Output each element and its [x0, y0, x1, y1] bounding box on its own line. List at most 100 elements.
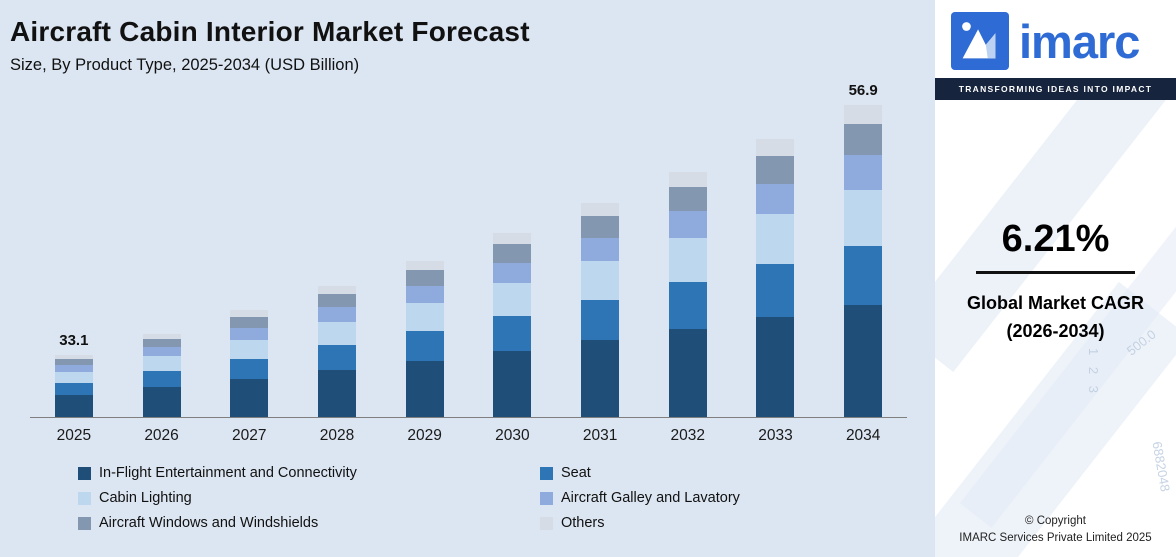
bar-segment — [317, 294, 356, 307]
bar-segment — [54, 372, 93, 383]
bar-column-2028 — [293, 286, 381, 417]
cagr-label-line2: (2026-2034) — [1006, 320, 1105, 341]
bar-segment — [142, 356, 181, 371]
legend-swatch — [78, 491, 91, 505]
legend-label: Aircraft Windows and Windshields — [99, 515, 319, 531]
x-axis-label: 2026 — [144, 427, 179, 444]
bar-segment — [756, 317, 795, 417]
bar-segment — [581, 300, 620, 340]
bar-segment — [493, 263, 532, 283]
bar-value-label: 33.1 — [59, 332, 89, 349]
x-axis-label: 2025 — [56, 427, 92, 444]
imarc-tagline: TRANSFORMING IDEAS INTO IMPACT — [935, 78, 1176, 100]
bar-segment — [54, 365, 93, 372]
x-axis-label: 2033 — [758, 427, 793, 444]
legend-swatch — [540, 491, 553, 505]
bar-segment — [317, 345, 356, 370]
bar-stack — [668, 172, 707, 417]
chart-header: Aircraft Cabin Interior Market Forecast … — [0, 0, 935, 75]
legend-item: In-Flight Entertainment and Connectivity — [78, 465, 540, 481]
bars-container: 33.1 56.9 — [30, 79, 907, 417]
bar-column-2026 — [118, 334, 206, 417]
bar-column-2027 — [205, 310, 293, 417]
legend-item: Aircraft Windows and Windshields — [78, 515, 540, 531]
imarc-logo-icon — [951, 12, 1009, 70]
copyright-line1: © Copyright — [1025, 514, 1086, 527]
cagr-block: 6.21% Global Market CAGR (2026-2034) — [935, 218, 1176, 346]
stacked-bar-chart: 33.1 56.9 — [30, 79, 907, 417]
bar-segment — [317, 370, 356, 417]
bar-segment — [230, 379, 269, 417]
bar-stack — [756, 139, 795, 417]
x-axis-label: 2030 — [495, 427, 530, 444]
bar-stack — [317, 286, 356, 417]
bar-segment — [142, 339, 181, 347]
bar-column-2033 — [732, 139, 820, 417]
bar-segment — [844, 124, 883, 155]
bar-segment — [844, 155, 883, 190]
legend-label: Cabin Lighting — [99, 490, 192, 506]
bar-segment — [493, 283, 532, 316]
bar-segment — [142, 347, 181, 356]
bar-column-2030 — [469, 233, 557, 417]
page-subtitle: Size, By Product Type, 2025-2034 (USD Bi… — [10, 56, 360, 74]
bar-segment — [142, 387, 181, 417]
legend-swatch — [78, 466, 91, 480]
bar-segment — [844, 305, 883, 417]
legend-item: Others — [540, 515, 935, 531]
bar-segment — [668, 187, 707, 211]
legend-item: Cabin Lighting — [78, 490, 540, 506]
bar-segment — [493, 233, 532, 244]
legend-swatch — [78, 516, 91, 530]
chart-legend: In-Flight Entertainment and Connectivity… — [78, 465, 935, 531]
bar-column-2025: 33.1 — [30, 332, 118, 417]
bar-segment — [668, 172, 707, 187]
bar-stack — [230, 310, 269, 417]
x-axis-label: 2031 — [582, 427, 618, 444]
bar-segment — [142, 334, 181, 339]
legend-swatch — [540, 516, 553, 530]
x-axis-label: 2029 — [407, 427, 442, 444]
bar-stack — [54, 355, 93, 417]
bar-segment — [405, 261, 444, 270]
bar-stack — [581, 203, 620, 417]
decor-number: 1 2 3 — [1086, 348, 1102, 397]
bar-segment — [54, 383, 93, 395]
bar-column-2031 — [556, 203, 644, 417]
x-axis-label: 2028 — [319, 427, 355, 444]
cagr-value: 6.21% — [975, 218, 1136, 274]
bar-segment — [405, 303, 444, 331]
bar-column-2034: 56.9 — [819, 82, 907, 417]
cagr-label: Global Market CAGR (2026-2034) — [935, 290, 1176, 346]
bar-segment — [581, 340, 620, 417]
legend-item: Seat — [540, 465, 935, 481]
bar-stack — [493, 233, 532, 417]
x-axis-labels: 2025 2026 2027 2028 2029 2030 2031 2032 2033 2034 — [30, 427, 907, 445]
bar-segment — [405, 361, 444, 417]
bar-stack — [405, 261, 444, 417]
bar-segment — [668, 238, 707, 282]
bar-segment — [405, 286, 444, 303]
bar-segment — [317, 322, 356, 345]
bar-segment — [581, 261, 620, 300]
bar-segment — [668, 211, 707, 238]
bar-segment — [756, 264, 795, 317]
bar-segment — [756, 139, 795, 156]
bar-column-2032 — [644, 172, 732, 417]
copyright: © Copyright IMARC Services Private Limit… — [935, 513, 1176, 548]
bar-segment — [581, 203, 620, 216]
imarc-logo: imarc — [935, 0, 1176, 78]
imarc-logo-text: imarc — [1019, 14, 1140, 68]
bar-segment — [230, 359, 269, 379]
brand-panel: 500.0 1 2 3 6882048 imarc TRANSFORMING I… — [935, 0, 1176, 557]
bar-segment — [493, 244, 532, 263]
x-axis-label: 2032 — [670, 427, 706, 444]
decor-number: 6882048 — [1149, 440, 1174, 493]
page-title: Aircraft Cabin Interior Market Forecast — [10, 16, 530, 47]
legend-label: Seat — [561, 465, 591, 481]
bar-segment — [844, 105, 883, 124]
bar-stack — [844, 105, 883, 417]
bar-segment — [756, 184, 795, 214]
legend-label: In-Flight Entertainment and Connectivity — [99, 465, 357, 481]
bar-segment — [405, 270, 444, 286]
